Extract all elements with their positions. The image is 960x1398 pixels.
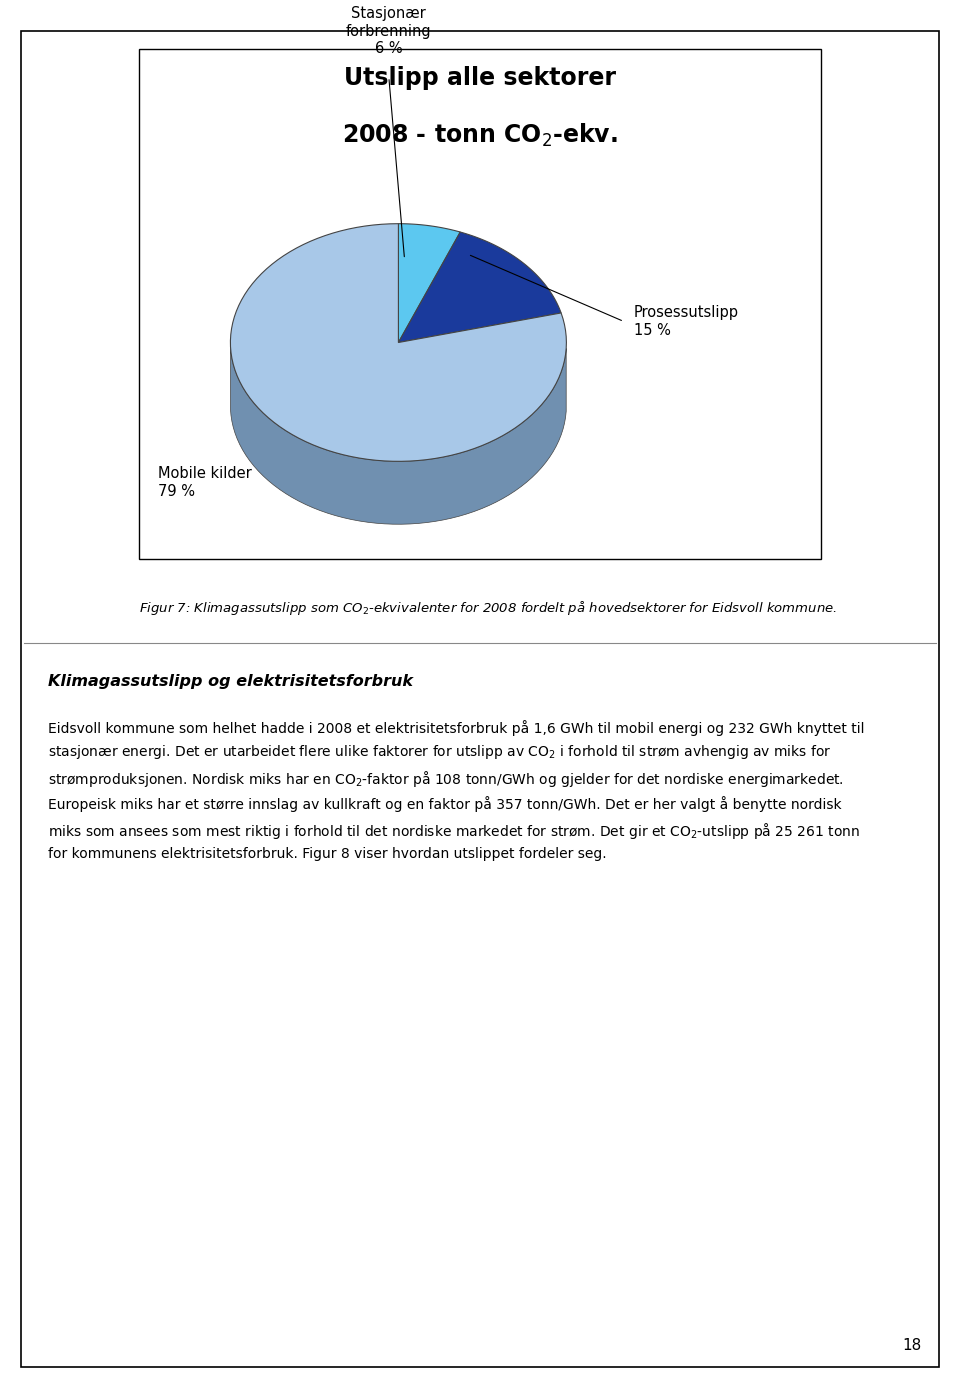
Polygon shape [398,224,460,343]
Text: Klimagassutslipp og elektrisitetsforbruk: Klimagassutslipp og elektrisitetsforbruk [48,674,413,689]
Polygon shape [398,232,562,343]
Polygon shape [230,347,566,524]
Text: Figur 7: Klimagassutslipp som CO$_2$-ekvivalenter for 2008 fordelt på hovedsekto: Figur 7: Klimagassutslipp som CO$_2$-ekv… [139,600,837,617]
Text: Prosessutslipp
15 %: Prosessutslipp 15 % [634,305,738,338]
Text: 18: 18 [902,1338,922,1353]
Text: 2008 - tonn CO$_2$-ekv.: 2008 - tonn CO$_2$-ekv. [342,122,618,148]
Polygon shape [230,224,566,461]
Text: Stasjonær
forbrenning
6 %: Stasjonær forbrenning 6 % [346,6,432,56]
Text: Mobile kilder
79 %: Mobile kilder 79 % [158,466,252,499]
Text: Utslipp alle sektorer: Utslipp alle sektorer [344,66,616,89]
Text: Eidsvoll kommune som helhet hadde i 2008 et elektrisitetsforbruk på 1,6 GWh til : Eidsvoll kommune som helhet hadde i 2008… [48,720,865,861]
